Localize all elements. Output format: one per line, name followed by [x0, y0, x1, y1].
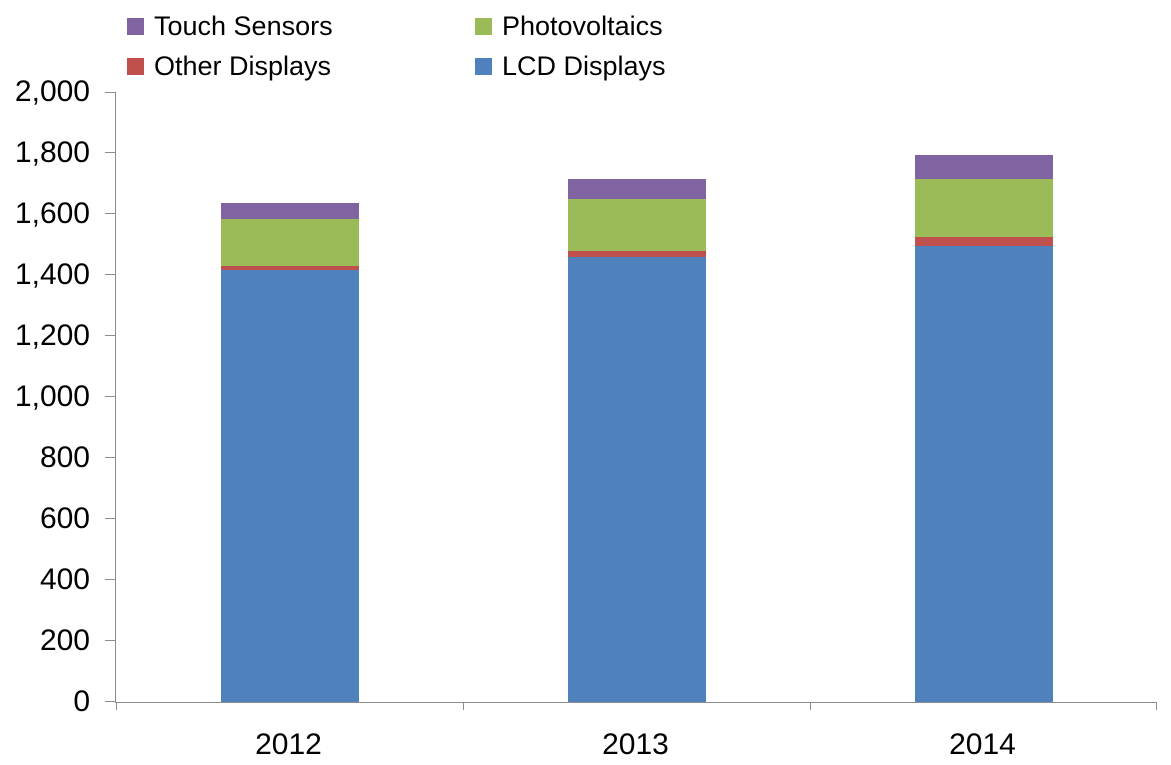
bar-segment-2014-photovoltaics: [914, 178, 1053, 237]
y-axis-tick: [105, 396, 115, 397]
bar-segment-2014-other-displays: [914, 236, 1053, 247]
y-axis-tick-label: 400: [39, 563, 90, 596]
bar-segment-2012-lcd-displays: [220, 270, 359, 702]
legend-item-photovoltaics: Photovoltaics: [475, 13, 663, 40]
bar-segment-2013-other-displays: [567, 250, 706, 257]
legend-swatch-icon: [127, 18, 144, 35]
legend-label: Touch Sensors: [154, 11, 333, 41]
y-axis-tick: [105, 701, 115, 702]
y-axis-tick: [105, 152, 115, 153]
legend-label: LCD Displays: [502, 51, 666, 81]
legend-label: Other Displays: [154, 51, 332, 81]
bar-segment-2013-photovoltaics: [567, 198, 706, 251]
legend-item-lcd-displays: LCD Displays: [475, 53, 666, 80]
y-axis-tick-label: 200: [39, 624, 90, 657]
bar-segment-2014-touch-sensors: [914, 154, 1053, 179]
y-axis-tick-label: 2,000: [14, 75, 90, 108]
y-axis-tick-label: 600: [39, 502, 90, 535]
plot-area: [105, 92, 1157, 710]
bar-segment-2014-lcd-displays: [914, 246, 1053, 702]
y-axis-tick-label: 1,200: [14, 319, 90, 352]
x-axis-tick-label: 2013: [602, 728, 669, 761]
legend-item-touch-sensors: Touch Sensors: [127, 13, 333, 40]
bar-segment-2012-touch-sensors: [220, 203, 359, 219]
y-axis-tick: [105, 579, 115, 580]
y-axis-tick-label: 1,800: [14, 136, 90, 169]
y-axis-tick: [105, 213, 115, 214]
legend-item-other-displays: Other Displays: [127, 53, 331, 80]
x-axis-tick: [463, 702, 464, 710]
legend-swatch-icon: [475, 18, 492, 35]
y-axis-tick-label: 800: [39, 441, 90, 474]
x-axis-tick: [810, 702, 811, 710]
x-axis-tick-label: 2012: [255, 728, 322, 761]
bar-segment-2013-lcd-displays: [567, 256, 706, 702]
y-axis-tick: [105, 274, 115, 275]
bar-segment-2012-photovoltaics: [220, 218, 359, 266]
legend-label: Photovoltaics: [502, 11, 663, 41]
x-axis-tick: [1156, 702, 1157, 710]
legend-swatch-icon: [475, 58, 492, 75]
x-axis-tick-label: 2014: [949, 728, 1016, 761]
y-axis-tick-label: 0: [73, 685, 90, 718]
y-axis-tick: [105, 518, 115, 519]
y-axis-tick: [105, 457, 115, 458]
bar-segment-2013-touch-sensors: [567, 178, 706, 199]
y-axis-tick-label: 1,600: [14, 197, 90, 230]
y-axis-tick: [105, 640, 115, 641]
y-axis-tick: [105, 92, 115, 93]
y-axis-tick: [105, 335, 115, 336]
bar-segment-2012-other-displays: [220, 265, 359, 271]
y-axis-tick-label: 1,000: [14, 380, 90, 413]
y-axis-tick-label: 1,400: [14, 258, 90, 291]
x-axis-tick: [116, 702, 117, 710]
legend-swatch-icon: [127, 58, 144, 75]
